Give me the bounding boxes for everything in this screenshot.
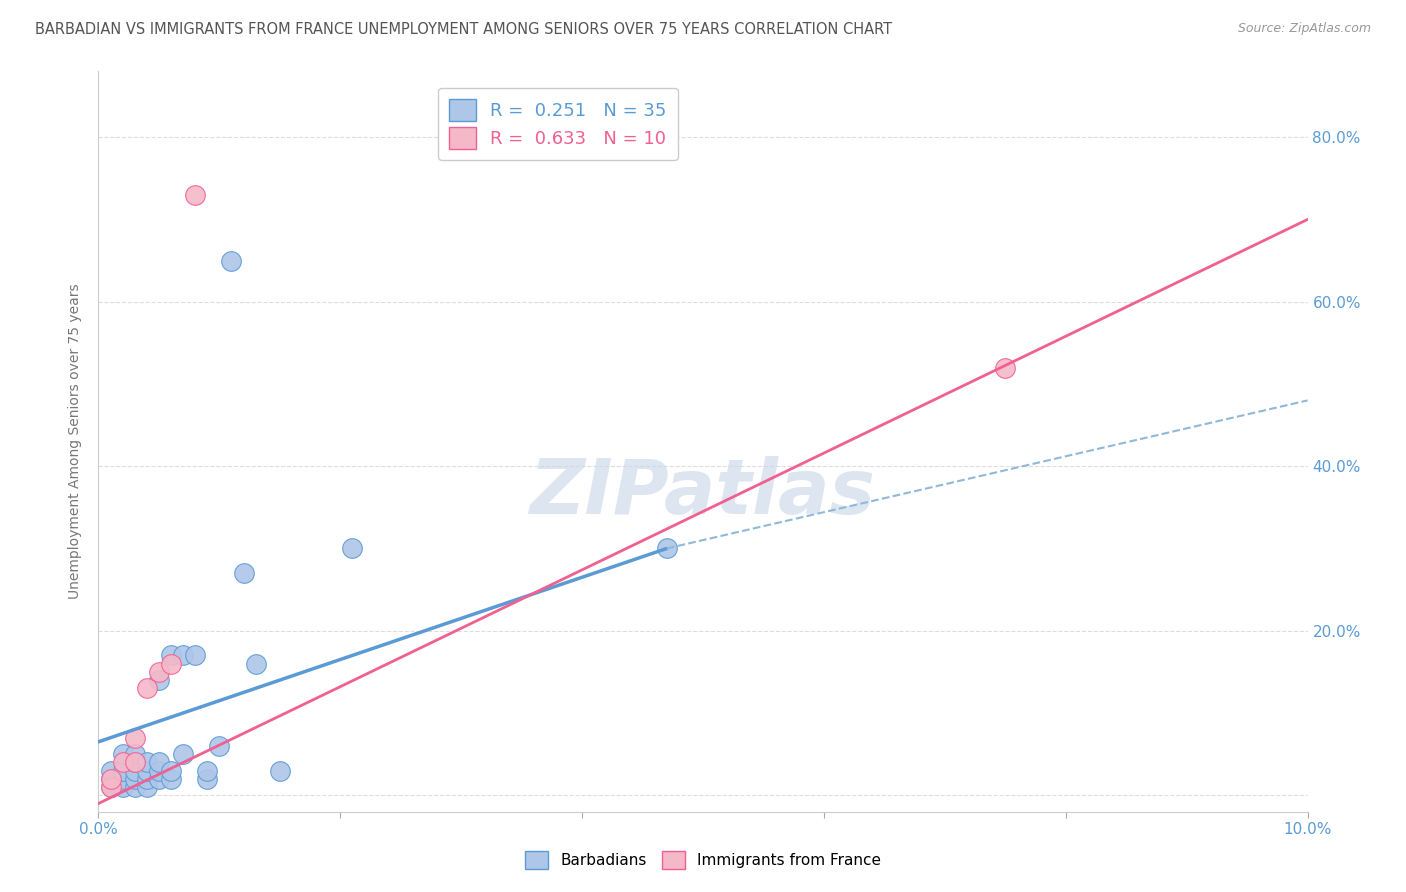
- Legend: R =  0.251   N = 35, R =  0.633   N = 10: R = 0.251 N = 35, R = 0.633 N = 10: [439, 87, 678, 160]
- Point: [111, 756, 134, 770]
- Point: [124, 756, 146, 770]
- Point: [195, 764, 218, 778]
- Point: [124, 764, 146, 778]
- Point: [184, 187, 207, 202]
- Point: [111, 764, 134, 778]
- Point: [111, 747, 134, 761]
- Point: [160, 764, 183, 778]
- Y-axis label: Unemployment Among Seniors over 75 years: Unemployment Among Seniors over 75 years: [69, 284, 83, 599]
- Point: [100, 780, 122, 794]
- Point: [124, 772, 146, 786]
- Point: [111, 772, 134, 786]
- Point: [135, 772, 157, 786]
- Point: [100, 772, 122, 786]
- Point: [994, 360, 1017, 375]
- Point: [135, 681, 157, 696]
- Point: [100, 780, 122, 794]
- Point: [269, 764, 291, 778]
- Point: [135, 756, 157, 770]
- Point: [148, 756, 170, 770]
- Point: [135, 780, 157, 794]
- Point: [160, 648, 183, 663]
- Legend: Barbadians, Immigrants from France: Barbadians, Immigrants from France: [519, 845, 887, 875]
- Point: [245, 657, 267, 671]
- Point: [135, 764, 157, 778]
- Point: [655, 541, 678, 556]
- Point: [195, 772, 218, 786]
- Point: [160, 657, 183, 671]
- Point: [148, 673, 170, 687]
- Point: [124, 731, 146, 745]
- Text: BARBADIAN VS IMMIGRANTS FROM FRANCE UNEMPLOYMENT AMONG SENIORS OVER 75 YEARS COR: BARBADIAN VS IMMIGRANTS FROM FRANCE UNEM…: [35, 22, 893, 37]
- Point: [100, 772, 122, 786]
- Point: [232, 566, 254, 581]
- Point: [208, 739, 231, 753]
- Point: [221, 253, 243, 268]
- Point: [100, 764, 122, 778]
- Point: [148, 665, 170, 679]
- Point: [124, 780, 146, 794]
- Point: [124, 756, 146, 770]
- Point: [160, 772, 183, 786]
- Text: ZIPatlas: ZIPatlas: [530, 457, 876, 531]
- Point: [148, 764, 170, 778]
- Point: [172, 648, 194, 663]
- Text: Source: ZipAtlas.com: Source: ZipAtlas.com: [1237, 22, 1371, 36]
- Point: [184, 648, 207, 663]
- Point: [342, 541, 364, 556]
- Point: [172, 747, 194, 761]
- Point: [148, 772, 170, 786]
- Point: [124, 747, 146, 761]
- Point: [111, 780, 134, 794]
